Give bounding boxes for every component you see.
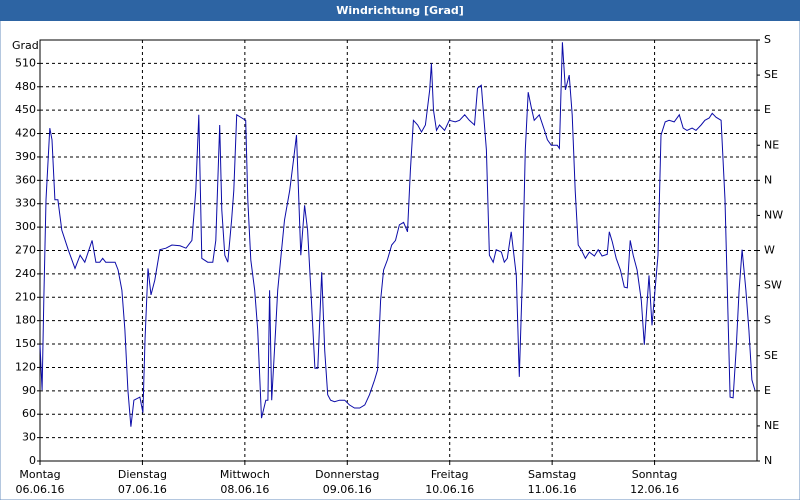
- y-tick-label: 480: [15, 80, 36, 93]
- x-tick-label: Dienstag: [118, 468, 167, 481]
- x-tick-date: 07.06.16: [118, 483, 167, 496]
- y-tick-label: 0: [29, 454, 36, 467]
- x-tick-date: 10.06.16: [425, 483, 474, 496]
- y2-tick-label: W: [764, 244, 775, 257]
- x-tick-label: Samstag: [528, 468, 576, 481]
- y2-tick-label: S: [764, 314, 771, 327]
- x-tick-label: Freitag: [431, 468, 469, 481]
- title-bar: [0, 0, 800, 21]
- y2-tick-label: SE: [764, 349, 778, 362]
- y-tick-label: 240: [15, 267, 36, 280]
- y-tick-label: 90: [22, 384, 36, 397]
- y2-tick-label: S: [764, 33, 771, 46]
- x-tick-date: 12.06.16: [630, 483, 679, 496]
- y2-tick-label: E: [764, 384, 771, 397]
- x-tick-label: Sonntag: [632, 468, 678, 481]
- y2-tick-label: SW: [764, 279, 782, 292]
- x-tick-date: 09.06.16: [323, 483, 372, 496]
- y-tick-label: 60: [22, 407, 36, 420]
- chart-title: Windrichtung [Grad]: [336, 4, 464, 17]
- y-tick-label: 180: [15, 314, 36, 327]
- y-tick-label: 120: [15, 360, 36, 373]
- y-tick-label: 150: [15, 337, 36, 350]
- y-tick-label: 330: [15, 197, 36, 210]
- data-line: [39, 42, 756, 427]
- y-tick-label: 450: [15, 103, 36, 116]
- y2-tick-label: NW: [764, 208, 783, 221]
- x-tick-date: 11.06.16: [528, 483, 577, 496]
- y-tick-label: 300: [15, 220, 36, 233]
- y-axis-label: Grad: [12, 39, 39, 52]
- x-tick-date: 06.06.16: [16, 483, 65, 496]
- y-tick-label: 360: [15, 173, 36, 186]
- y2-tick-label: SE: [764, 68, 778, 81]
- y2-tick-label: NE: [764, 419, 779, 432]
- x-tick-date: 08.06.16: [220, 483, 269, 496]
- y-tick-label: 270: [15, 244, 36, 257]
- y-tick-label: 210: [15, 290, 36, 303]
- y2-tick-label: N: [764, 454, 772, 467]
- y-tick-label: 420: [15, 127, 36, 140]
- y-tick-label: 510: [15, 56, 36, 69]
- y2-tick-label: E: [764, 103, 771, 116]
- x-tick-label: Montag: [19, 468, 60, 481]
- y2-tick-label: N: [764, 173, 772, 186]
- y-tick-label: 30: [22, 431, 36, 444]
- x-tick-label: Donnerstag: [315, 468, 379, 481]
- x-tick-label: Mittwoch: [220, 468, 270, 481]
- y2-tick-label: NE: [764, 138, 779, 151]
- plot-area: [39, 39, 758, 462]
- y-tick-label: 390: [15, 150, 36, 163]
